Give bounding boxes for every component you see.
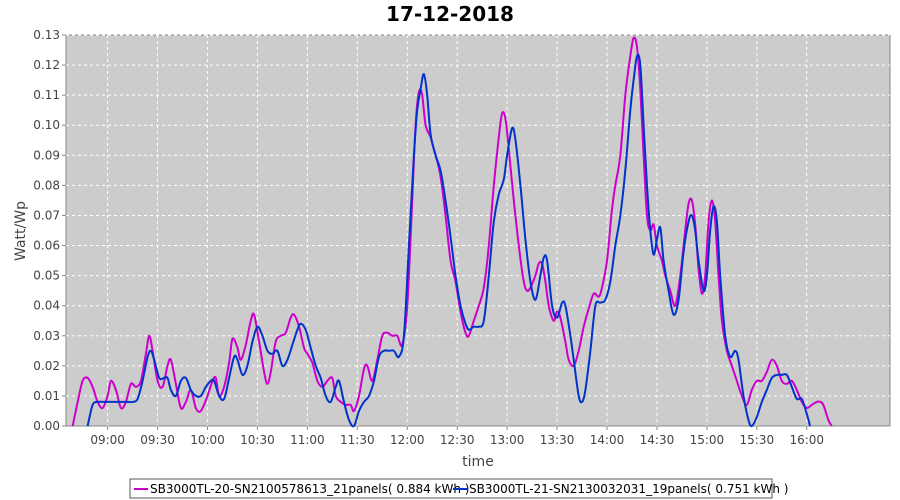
y-tick-label: 0.06	[33, 239, 60, 253]
x-tick-label: 10:30	[240, 433, 275, 447]
y-tick-label: 0.11	[33, 88, 60, 102]
y-tick-label: 0.08	[33, 178, 60, 192]
y-tick-label: 0.02	[33, 359, 60, 373]
y-axis-ticks: 0.00 0.01 0.02 0.03 0.04 0.05 0.06 0.07 0.08 0.09…	[33, 28, 66, 433]
x-tick-label: 12:00	[390, 433, 425, 447]
grid-lines	[66, 34, 890, 426]
legend-entry-2: SB3000TL-21-SN2130032031_19panels( 0.751…	[469, 482, 788, 496]
x-tick-label: 16:00	[789, 433, 824, 447]
x-tick-label: 14:00	[590, 433, 625, 447]
legend-box	[129, 478, 773, 499]
x-tick-label: 11:00	[290, 433, 325, 447]
y-tick-label: 0.05	[33, 269, 60, 283]
y-tick-label: 0.10	[33, 118, 60, 132]
y-tick-label: 0.13	[33, 28, 60, 42]
x-tick-label: 11:30	[340, 433, 375, 447]
legend: SB3000TL-20-SN2100578613_21panels( 0.884…	[129, 478, 788, 499]
x-tick-label: 15:00	[690, 433, 725, 447]
y-tick-label: 0.01	[33, 389, 60, 403]
x-tick-label: 15:30	[740, 433, 775, 447]
y-tick-label: 0.12	[33, 58, 60, 72]
y-tick-label: 0.07	[33, 208, 60, 222]
x-tick-label: 09:30	[140, 433, 175, 447]
y-tick-label: 0.03	[33, 329, 60, 343]
legend-entry-1: SB3000TL-20-SN2100578613_21panels( 0.884…	[150, 482, 469, 496]
y-axis-label: Watt/Wp	[13, 201, 29, 261]
x-tick-label: 12:30	[440, 433, 475, 447]
x-tick-label: 10:00	[190, 433, 225, 447]
plot-area	[65, 34, 891, 427]
x-axis-ticks: 09:00 09:30 10:00 10:30 11:00 11:30 12:00 12:30…	[90, 426, 824, 447]
x-axis-label: time	[462, 454, 494, 470]
y-tick-label: 0.04	[33, 299, 60, 313]
x-tick-label: 09:00	[90, 433, 125, 447]
chart-title: 17-12-2018	[386, 2, 514, 26]
y-tick-label: 0.00	[33, 419, 60, 433]
y-tick-label: 0.09	[33, 148, 60, 162]
x-tick-label: 13:30	[540, 433, 575, 447]
x-tick-label: 14:30	[640, 433, 675, 447]
series-lines	[71, 36, 833, 428]
series-line-2	[86, 53, 812, 428]
x-tick-label: 13:00	[490, 433, 525, 447]
